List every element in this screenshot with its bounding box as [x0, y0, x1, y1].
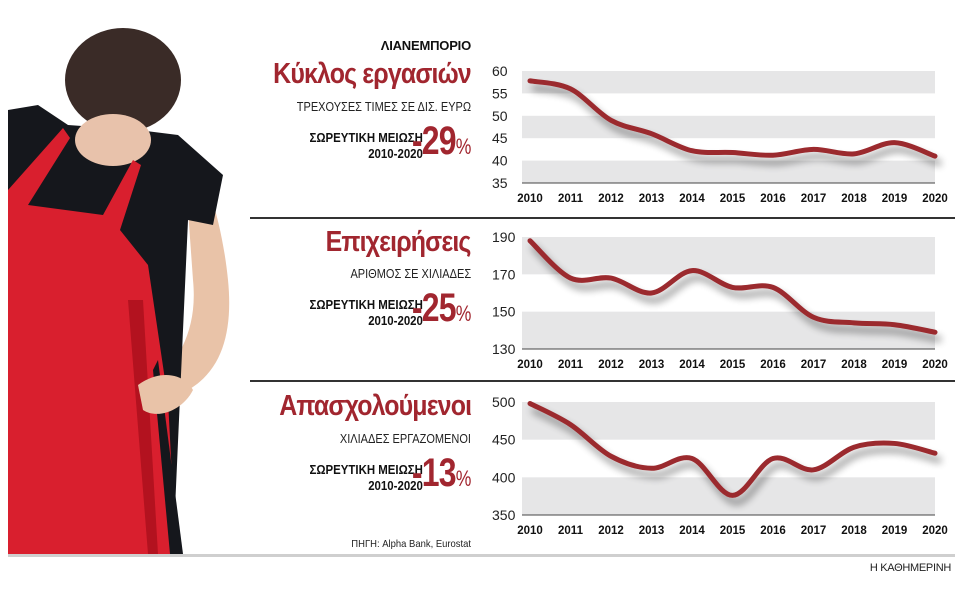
data-line	[527, 78, 938, 159]
section-title-employed: Απασχολούμενοι	[279, 390, 472, 422]
shop-assistant-photo	[8, 0, 258, 554]
cumulative-label-line2: 2010-2020	[368, 478, 423, 493]
svg-text:2013: 2013	[639, 525, 665, 537]
section-subtitle-businesses: ΑΡΙΘΜΟΣ ΣΕ ΧΙΛΙΑΔΕΣ	[350, 267, 471, 281]
svg-text:35: 35	[492, 175, 508, 191]
svg-text:2015: 2015	[720, 193, 746, 205]
data-line	[527, 238, 938, 335]
svg-text:2014: 2014	[679, 359, 705, 371]
svg-text:2020: 2020	[922, 359, 948, 371]
svg-text:450: 450	[492, 432, 516, 448]
cumulative-value-businesses: -25%	[412, 286, 472, 331]
svg-text:55: 55	[492, 85, 508, 101]
svg-text:150: 150	[492, 304, 516, 320]
svg-text:2013: 2013	[639, 359, 665, 371]
svg-text:2019: 2019	[882, 525, 908, 537]
svg-text:2017: 2017	[801, 525, 827, 537]
svg-text:2016: 2016	[760, 359, 786, 371]
svg-text:2012: 2012	[598, 525, 624, 537]
svg-text:2017: 2017	[801, 359, 827, 371]
svg-text:2010: 2010	[517, 359, 543, 371]
cumulative-label-turnover: ΣΩΡΕΥΤΙΚΗ ΜΕΙΩΣΗ 2010-2020	[310, 130, 423, 162]
section-title-businesses: Επιχειρήσεις	[326, 226, 472, 258]
svg-text:2020: 2020	[922, 193, 948, 205]
cumulative-label-line1: ΣΩΡΕΥΤΙΚΗ ΜΕΙΩΣΗ	[309, 297, 423, 312]
svg-text:60: 60	[492, 63, 508, 79]
kicker: ΛΙΑΝΕΜΠΟΡΙΟ	[380, 38, 471, 53]
svg-text:2018: 2018	[841, 525, 867, 537]
section-title-turnover: Κύκλος εργασιών	[273, 58, 471, 90]
section-divider	[250, 380, 955, 382]
data-line	[527, 401, 938, 498]
percent-sign: %	[455, 134, 471, 159]
line-chart-businesses: 130 150 170 190 2010 2011 2012 2013 2014 2015 2016…	[492, 229, 948, 371]
svg-text:2011: 2011	[558, 525, 584, 537]
cumulative-number: -13	[411, 451, 457, 495]
line-chart-turnover: 35 40 45 50 55 60 2010 2011 2012 2013 2014 2015 2016…	[492, 63, 948, 205]
cumulative-label-employed: ΣΩΡΕΥΤΙΚΗ ΜΕΙΩΣΗ 2010-2020	[310, 462, 423, 494]
bottom-rule	[8, 554, 955, 557]
publisher-credit: Η ΚΑΘΗΜΕΡΙΝΗ	[869, 562, 951, 574]
svg-text:170: 170	[492, 266, 516, 282]
svg-text:130: 130	[492, 341, 516, 357]
source-note: ΠΗΓΗ: Alpha Bank, Eurostat	[351, 538, 471, 550]
svg-text:2016: 2016	[760, 193, 786, 205]
svg-text:400: 400	[492, 469, 516, 485]
cumulative-label-line2: 2010-2020	[368, 146, 423, 161]
section-subtitle-employed: ΧΙΛΙΑΔΕΣ ΕΡΓΑΖΟΜΕΝΟΙ	[339, 432, 471, 446]
svg-text:45: 45	[492, 130, 508, 146]
section-subtitle-turnover: ΤΡΕΧΟΥΣΕΣ ΤΙΜΕΣ ΣΕ ΔΙΣ. ΕΥΡΩ	[296, 100, 471, 114]
cumulative-value-turnover: -29%	[412, 119, 472, 164]
svg-text:500: 500	[492, 394, 516, 410]
svg-text:2010: 2010	[517, 525, 543, 537]
svg-text:2014: 2014	[679, 193, 705, 205]
section-divider	[250, 217, 955, 219]
cumulative-label-businesses: ΣΩΡΕΥΤΙΚΗ ΜΕΙΩΣΗ 2010-2020	[310, 297, 423, 329]
svg-text:2019: 2019	[882, 359, 908, 371]
cumulative-label-line1: ΣΩΡΕΥΤΙΚΗ ΜΕΙΩΣΗ	[309, 462, 423, 477]
cumulative-number: -25	[411, 286, 457, 330]
svg-text:2015: 2015	[720, 525, 746, 537]
svg-text:2017: 2017	[801, 193, 827, 205]
cumulative-number: -29	[411, 119, 457, 163]
svg-text:2015: 2015	[720, 359, 746, 371]
percent-sign: %	[455, 301, 471, 326]
svg-text:350: 350	[492, 507, 516, 523]
svg-text:2010: 2010	[517, 193, 543, 205]
svg-text:2016: 2016	[760, 525, 786, 537]
svg-text:2019: 2019	[882, 193, 908, 205]
svg-text:2020: 2020	[922, 525, 948, 537]
svg-text:2018: 2018	[841, 193, 867, 205]
svg-text:2014: 2014	[679, 525, 705, 537]
svg-text:2012: 2012	[598, 193, 624, 205]
svg-text:50: 50	[492, 108, 508, 124]
svg-text:2011: 2011	[558, 193, 584, 205]
svg-text:40: 40	[492, 153, 508, 169]
cumulative-label-line1: ΣΩΡΕΥΤΙΚΗ ΜΕΙΩΣΗ	[309, 130, 423, 145]
cumulative-value-employed: -13%	[412, 451, 472, 496]
svg-text:2012: 2012	[598, 359, 624, 371]
line-chart-employed: 350 400 450 500 2010 2011 2012 2013 2014 2015 2016…	[492, 394, 948, 537]
svg-text:2018: 2018	[841, 359, 867, 371]
svg-text:190: 190	[492, 229, 516, 245]
percent-sign: %	[455, 466, 471, 491]
svg-text:2013: 2013	[639, 193, 665, 205]
svg-text:2011: 2011	[558, 359, 584, 371]
cumulative-label-line2: 2010-2020	[368, 313, 423, 328]
